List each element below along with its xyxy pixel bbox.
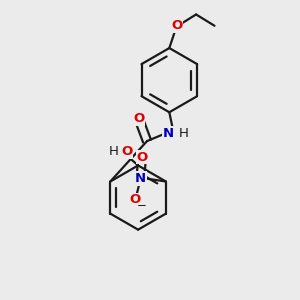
Text: N: N (163, 127, 174, 140)
Text: O: O (133, 112, 144, 125)
Text: −: − (137, 199, 147, 212)
Text: O: O (171, 19, 182, 32)
Text: N: N (135, 172, 146, 185)
Text: O: O (136, 151, 148, 164)
Text: H: H (109, 145, 119, 158)
Text: O: O (130, 194, 141, 206)
Text: O: O (121, 145, 132, 158)
Text: H: H (178, 127, 188, 140)
